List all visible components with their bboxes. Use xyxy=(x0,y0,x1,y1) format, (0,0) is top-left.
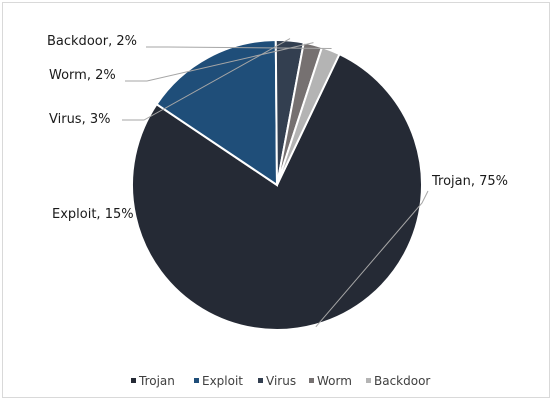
data-label-exploit: Exploit, 15% xyxy=(52,207,134,222)
data-label-backdoor: Backdoor, 2% xyxy=(47,34,137,49)
legend-swatch-trojan xyxy=(131,378,136,383)
leader-lines xyxy=(122,38,429,328)
pie-slice-exploit xyxy=(155,38,279,187)
legend: Trojan Exploit Virus Worm Backdoor xyxy=(131,374,430,388)
data-labels: Trojan, 75% Exploit, 15% Virus, 3% Worm, 2%… xyxy=(47,34,508,222)
legend-label-backdoor: Backdoor xyxy=(374,374,430,388)
legend-label-worm: Worm xyxy=(317,374,352,388)
leader-line-worm xyxy=(125,42,314,82)
leader-line-trojan xyxy=(315,190,429,328)
legend-label-virus: Virus xyxy=(266,374,296,388)
data-label-trojan: Trojan, 75% xyxy=(431,174,508,189)
legend-swatch-backdoor xyxy=(366,378,371,383)
leader-line-backdoor xyxy=(146,46,332,50)
data-label-virus: Virus, 3% xyxy=(49,112,110,127)
legend-swatch-worm xyxy=(309,378,314,383)
legend-swatch-exploit xyxy=(194,378,199,383)
legend-label-exploit: Exploit xyxy=(202,374,243,388)
pie-slices xyxy=(131,38,423,331)
pie-slice-trojan xyxy=(131,52,423,331)
leader-line-virus xyxy=(122,38,291,121)
legend-label-trojan: Trojan xyxy=(138,374,175,388)
pie-slice-backdoor xyxy=(276,45,341,186)
legend-swatch-virus xyxy=(258,378,263,383)
data-label-worm: Worm, 2% xyxy=(49,68,116,83)
